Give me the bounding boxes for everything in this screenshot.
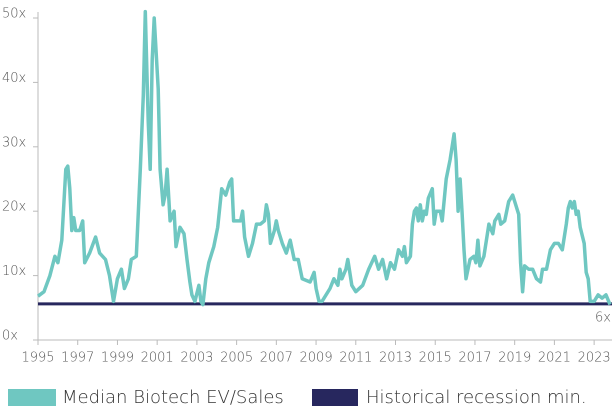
y-tick-label: 10x xyxy=(2,264,26,279)
x-tick-label: 2015 xyxy=(419,351,452,366)
x-tick-label: 2007 xyxy=(260,351,293,366)
x-tick-label: 2019 xyxy=(498,351,531,366)
series-line xyxy=(36,9,612,307)
legend-label: Historical recession min. xyxy=(366,387,587,408)
legend-label: Median Biotech EV/Sales xyxy=(62,387,284,408)
x-tick-label: 2023 xyxy=(578,351,611,366)
y-tick-label: 0x xyxy=(2,329,18,344)
x-tick-label: 2011 xyxy=(339,351,372,366)
y-tick-label: 50x xyxy=(2,7,26,22)
x-tick-label: 2013 xyxy=(379,351,412,366)
y-tick-label: 40x xyxy=(2,71,26,86)
x-tick-label: 2021 xyxy=(538,351,571,366)
legend-swatch xyxy=(8,389,56,406)
x-tick-label: 2017 xyxy=(458,351,491,366)
x-tick-label: 1995 xyxy=(21,351,54,366)
x-tick-label: 2003 xyxy=(180,351,213,366)
x-tick-label: 2005 xyxy=(220,351,253,366)
recession-label: 6x xyxy=(595,310,611,325)
x-tick-label: 1997 xyxy=(61,351,94,366)
x-tick-label: 2009 xyxy=(300,351,333,366)
x-tick-label: 1999 xyxy=(101,351,134,366)
y-tick-label: 30x xyxy=(2,135,26,150)
x-tick-label: 2001 xyxy=(141,351,174,366)
y-tick-label: 20x xyxy=(2,200,26,215)
legend-swatch xyxy=(312,389,358,406)
